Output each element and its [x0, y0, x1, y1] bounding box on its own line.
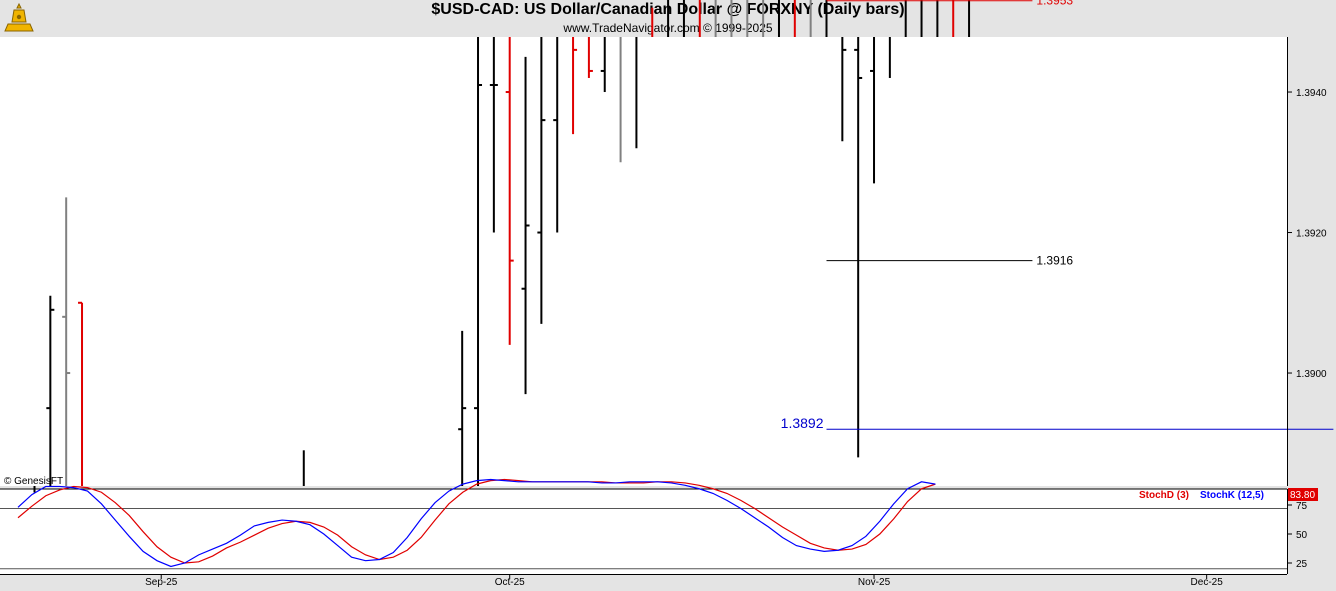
- price-levels: 1.41751.41611.41441.41401.41281.41121.40…: [781, 0, 1334, 431]
- level-label: 1.3953: [1036, 0, 1073, 8]
- price-plot-background: [0, 37, 1287, 486]
- price-tick-label: 1.3940: [1296, 88, 1327, 99]
- stochastic-last-box: [1288, 488, 1318, 501]
- stochastic-plot-background: [0, 489, 1287, 574]
- date-tick-label: Nov-25: [858, 577, 891, 588]
- bell-tower-icon: [4, 2, 34, 32]
- stochD-line: [17, 478, 936, 564]
- stochastic-tick-label: 50: [1296, 530, 1308, 541]
- stochastic-tick-label: 25: [1296, 559, 1308, 570]
- level-label: 1.3916: [1036, 254, 1073, 268]
- price-tick-label: 1.3900: [1296, 369, 1327, 380]
- level-label: 1.3892: [781, 415, 824, 431]
- date-tick-label: Oct-25: [495, 577, 525, 588]
- stochastic-panel: 25 50 75 StochD (3) StochK (12,5) 83.80: [0, 478, 1318, 574]
- date-tick-label: Dec-25: [1191, 577, 1224, 588]
- stochastic-last-label: 83.80: [1290, 490, 1315, 501]
- price-tick-label: 1.3920: [1296, 229, 1327, 240]
- date-axis: Sep-25 Oct-25 Nov-25 Dec-25: [0, 574, 1287, 588]
- stochastic-tick-label: 75: [1296, 501, 1308, 512]
- stochK-line: [17, 478, 936, 568]
- watermark: © GenesisFT: [4, 476, 63, 487]
- stochD-legend: StochD (3): [1139, 490, 1189, 501]
- stochK-legend: StochK (12,5): [1200, 490, 1264, 501]
- date-tick-label: Sep-25: [145, 577, 178, 588]
